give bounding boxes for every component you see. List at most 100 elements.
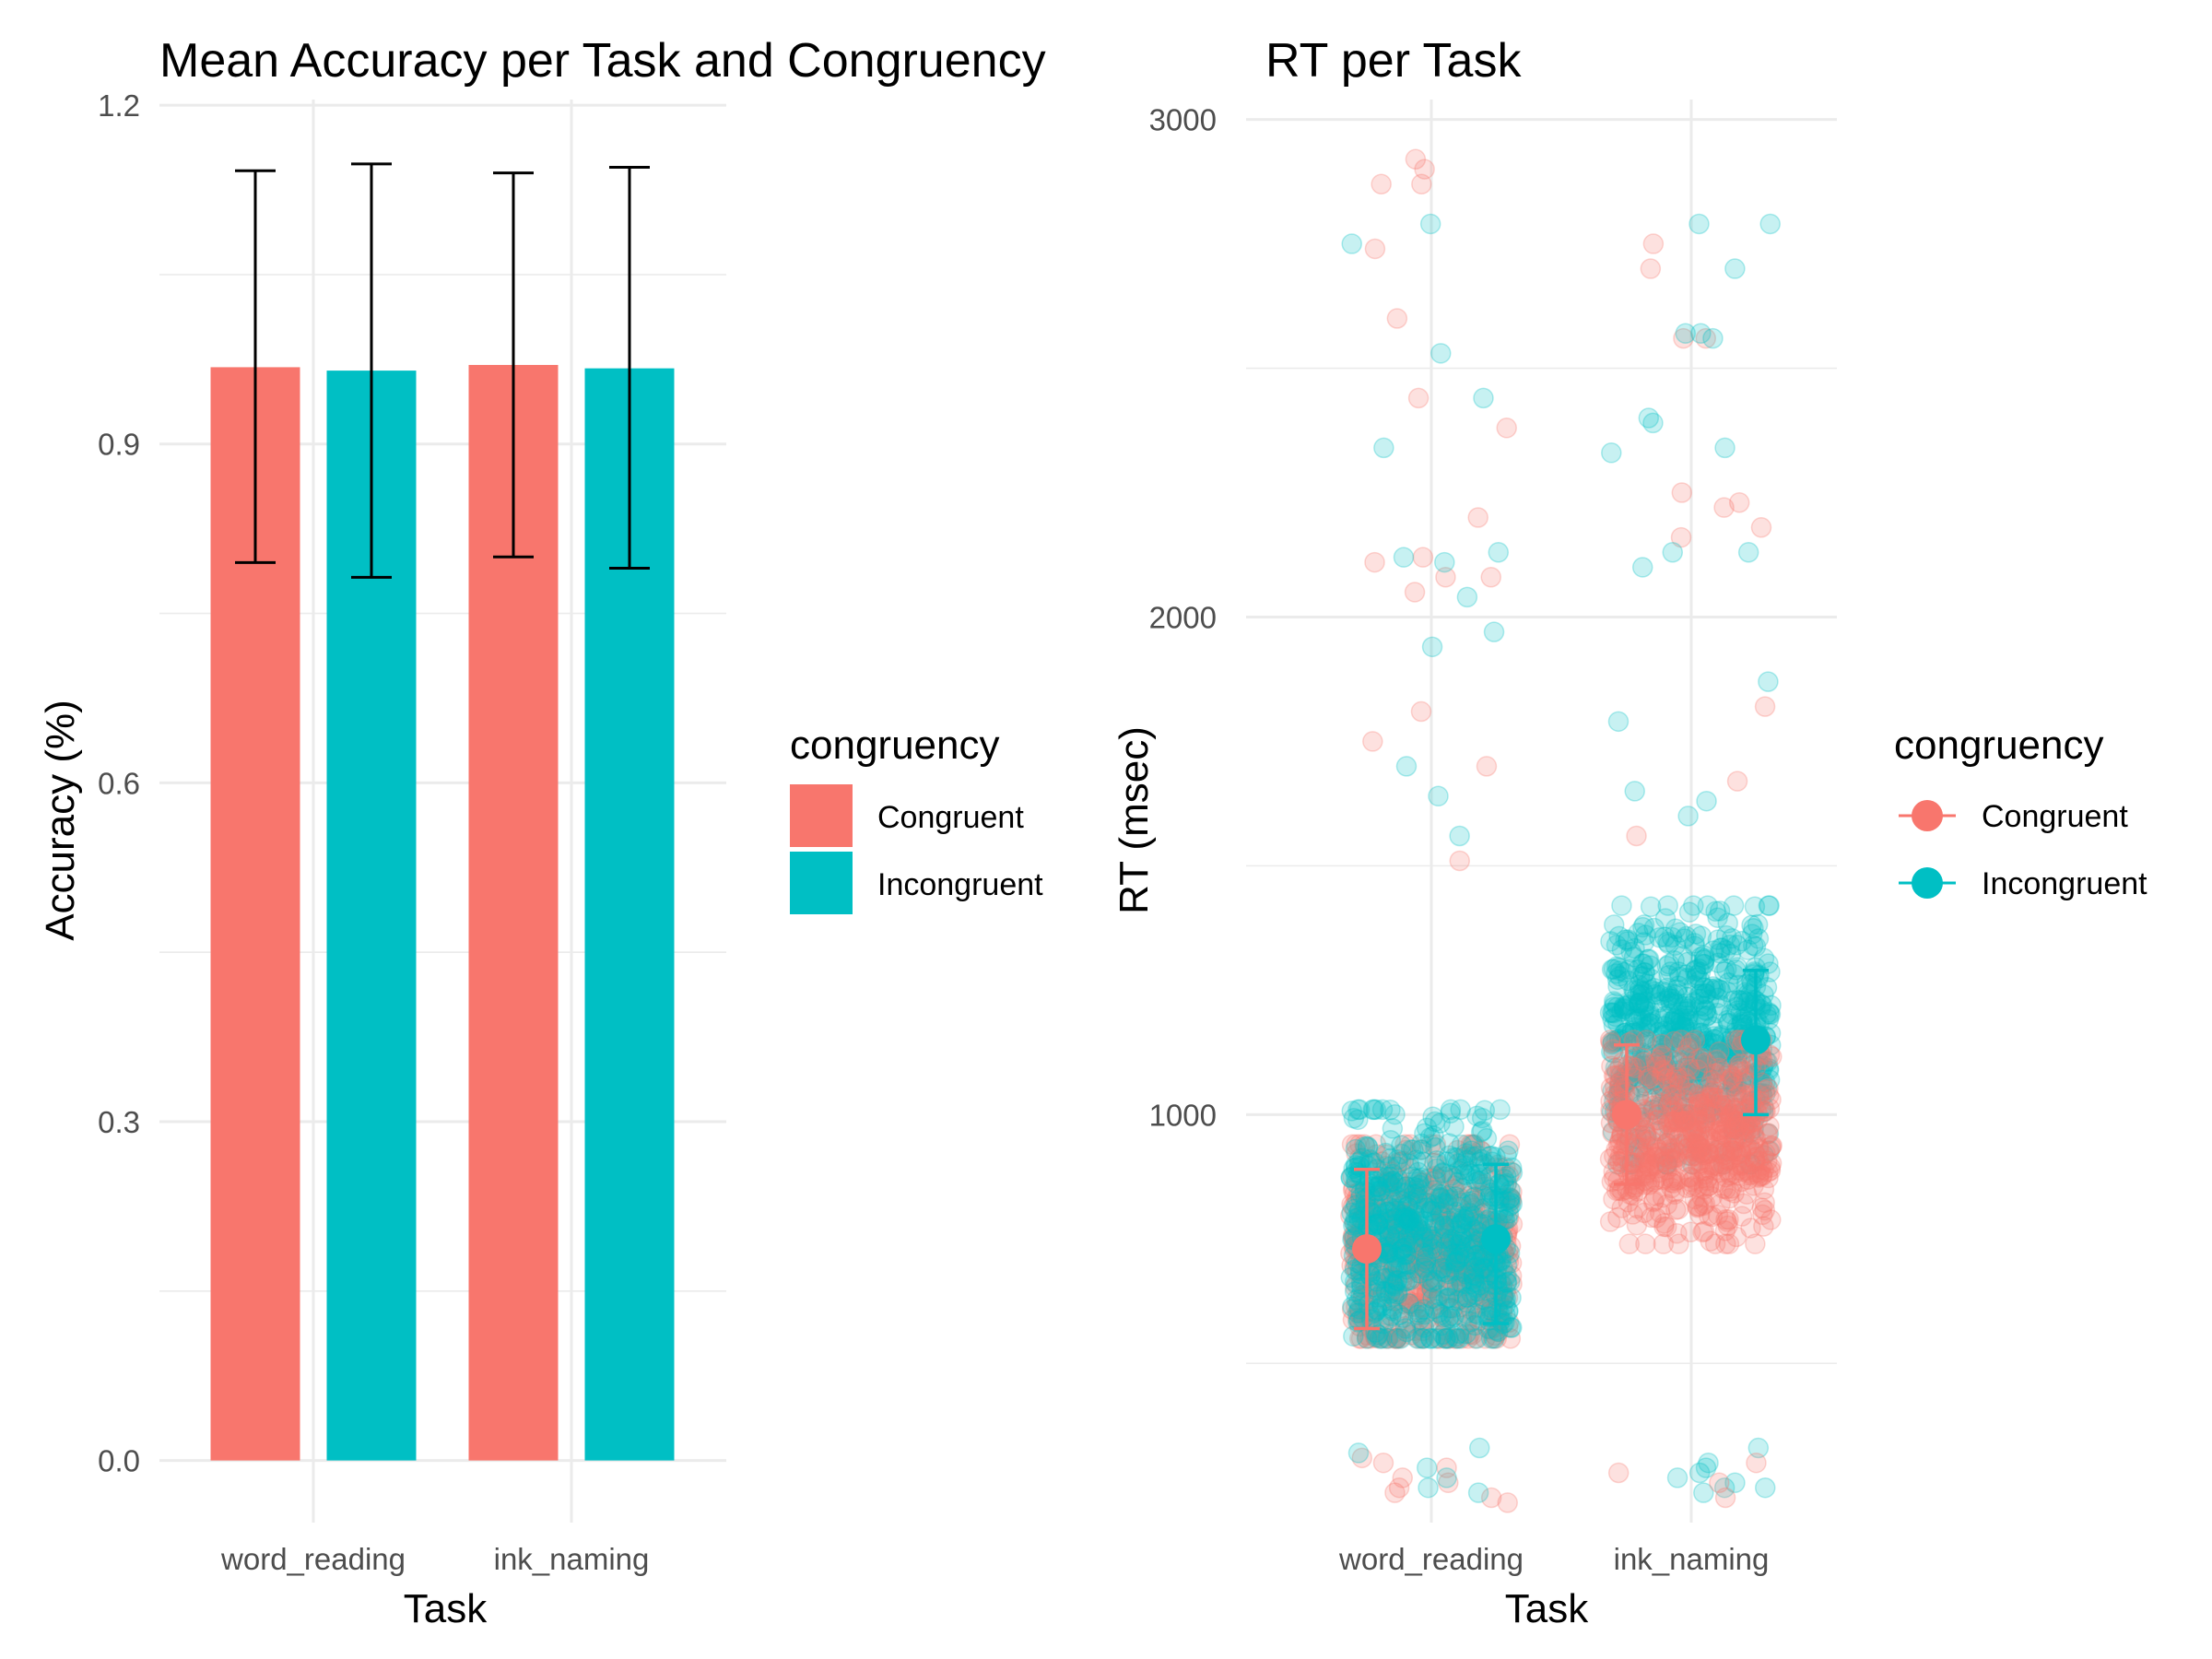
- rt-outlier-point: [1671, 482, 1693, 503]
- rt-point: [1469, 1437, 1490, 1459]
- rt-point: [1403, 1139, 1424, 1160]
- rt-outlier-point: [1362, 731, 1383, 752]
- rt-point: [1441, 1215, 1462, 1237]
- rt-point: [1495, 1288, 1517, 1310]
- rt-point: [1448, 1160, 1469, 1182]
- rt-point: [1354, 1134, 1375, 1155]
- rt-point: [1425, 1167, 1447, 1188]
- rt-outlier-point: [1404, 582, 1426, 603]
- rt-point: [1441, 1256, 1464, 1277]
- rt-outlier-point: [1428, 785, 1449, 807]
- rt-point: [1376, 1290, 1398, 1312]
- rt-outlier-point: [1467, 507, 1488, 528]
- rt-point: [1456, 1257, 1478, 1278]
- rt-outlier-point: [1702, 327, 1724, 349]
- rt-point: [1489, 1099, 1511, 1121]
- rt-point: [1433, 1237, 1455, 1259]
- error-bar-incongruent-word-reading: [351, 162, 392, 579]
- rt-point: [1404, 1218, 1426, 1241]
- rt-outlier-point: [1607, 711, 1630, 733]
- rt-outlier-point: [1677, 806, 1699, 827]
- rt-point: [1397, 1219, 1418, 1241]
- rt-point: [1382, 1296, 1403, 1317]
- rt-point: [1482, 1328, 1504, 1349]
- rt-point: [1441, 1241, 1463, 1263]
- rt-point: [1411, 1315, 1433, 1336]
- rt-point: [1404, 1281, 1426, 1302]
- rt-outlier-point: [1410, 700, 1432, 723]
- rt-outlier-point: [1758, 671, 1779, 692]
- accuracy-x-tick-labels: word_reading ink_naming: [220, 1542, 649, 1576]
- accuracy-legend-label-incongruent: Incongruent: [877, 867, 1043, 902]
- rt-point: [1418, 1193, 1441, 1214]
- rt-outlier-point: [1419, 213, 1441, 235]
- rt-outlier-point: [1488, 542, 1510, 563]
- rt-point: [1343, 1177, 1364, 1198]
- rt-point: [1430, 1252, 1451, 1273]
- rt-point: [1391, 1201, 1412, 1223]
- rt-point: [1398, 1293, 1420, 1314]
- rt-point: [1427, 1153, 1449, 1175]
- rt-point: [1387, 1206, 1408, 1228]
- rt-point: [1465, 1284, 1487, 1306]
- rt-point: [1640, 896, 1662, 918]
- rt-point: [1385, 1229, 1407, 1251]
- rt-point: [1474, 1257, 1495, 1279]
- rt-outlier-point: [1713, 497, 1735, 518]
- rt-point: [1394, 1315, 1417, 1337]
- rt-point: [1370, 1171, 1392, 1193]
- rt-point: [1715, 924, 1737, 947]
- rt-point: [1430, 1213, 1452, 1235]
- rt-point: [1426, 1290, 1448, 1312]
- rt-point: [1353, 1199, 1375, 1221]
- rt-point: [1408, 1240, 1430, 1262]
- rt-point: [1455, 1246, 1477, 1267]
- rt-point: [1760, 1209, 1782, 1230]
- rt-point: [1393, 1302, 1414, 1324]
- rt-outlier-point: [1411, 173, 1432, 195]
- rt-point: [1456, 1314, 1477, 1335]
- rt-point: [1422, 1106, 1443, 1127]
- rt-point: [1487, 1297, 1509, 1318]
- rt-point: [1715, 1095, 1736, 1116]
- rt-points-congruent-word-reading: [1340, 1134, 1524, 1349]
- rt-point: [1435, 1277, 1456, 1300]
- rt-point: [1436, 1240, 1457, 1261]
- rt-point: [1418, 1270, 1439, 1291]
- rt-outlier-point: [1364, 551, 1385, 573]
- rt-point: [1705, 1073, 1726, 1095]
- rt-point: [1405, 1168, 1426, 1190]
- rt-point: [1449, 1215, 1471, 1236]
- rt-point: [1632, 953, 1654, 974]
- rt-point: [1694, 1110, 1716, 1131]
- rt-point: [1381, 1265, 1402, 1288]
- rt-point: [1411, 1172, 1432, 1194]
- rt-point: [1347, 1442, 1370, 1464]
- rt-point: [1393, 1217, 1415, 1238]
- rt-point: [1425, 1168, 1446, 1190]
- accuracy-y-tick-label: 0.9: [98, 428, 140, 462]
- rt-point: [1697, 895, 1719, 916]
- rt-outlier-point: [1496, 418, 1517, 439]
- rt-point: [1438, 1275, 1459, 1297]
- rt-point: [1385, 1328, 1407, 1349]
- rt-point: [1499, 1134, 1521, 1155]
- rt-scatter-chart: 1000 2000 3000 word_reading ink_naming RT p…: [1112, 34, 2147, 1631]
- rt-point: [1432, 1306, 1453, 1328]
- rt-point: [1618, 1233, 1641, 1254]
- rt-point: [1416, 1457, 1438, 1478]
- rt-point: [1420, 1288, 1441, 1309]
- rt-point: [1745, 1233, 1766, 1254]
- rt-point: [1713, 961, 1735, 982]
- rt-point: [1374, 1208, 1396, 1230]
- rt-point: [1389, 1190, 1410, 1212]
- rt-legend-title: congruency: [1894, 723, 2103, 768]
- rt-point: [1719, 1124, 1740, 1146]
- rt-point: [1437, 1288, 1459, 1309]
- rt-point: [1754, 1477, 1776, 1499]
- rt-point: [1433, 1166, 1455, 1187]
- rt-point: [1731, 1206, 1753, 1227]
- rt-point: [1748, 1085, 1770, 1106]
- rt-point: [1409, 1139, 1431, 1160]
- accuracy-y-tick-label: 0.3: [98, 1105, 140, 1139]
